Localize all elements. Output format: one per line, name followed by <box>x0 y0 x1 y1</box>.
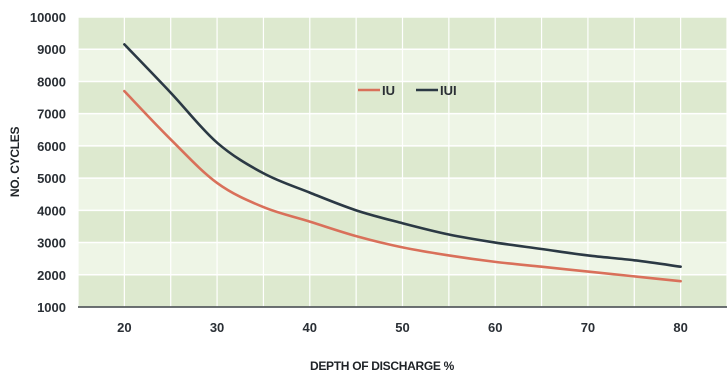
y-tick-label: 2000 <box>37 268 66 283</box>
vertical-gridlines <box>77 17 727 307</box>
series-lines <box>123 43 682 283</box>
x-tick-label: 30 <box>210 320 224 335</box>
x-tick-labels: 20 30 40 50 60 70 80 <box>117 320 688 335</box>
y-tick-label: 1000 <box>37 300 66 315</box>
y-tick-label: 10000 <box>30 10 66 25</box>
y-tick-label: 8000 <box>37 74 66 89</box>
legend-label: IU <box>382 83 395 98</box>
x-tick-label: 20 <box>117 320 131 335</box>
x-tick-label: 80 <box>673 320 687 335</box>
y-tick-label: 4000 <box>37 203 66 218</box>
series-line-iu <box>123 89 682 283</box>
y-axis-title: NO. CYCLES <box>8 127 22 198</box>
y-tick-label: 6000 <box>37 139 66 154</box>
x-tick-label: 40 <box>303 320 317 335</box>
legend: IU IUI <box>358 83 457 98</box>
x-tick-label: 50 <box>395 320 409 335</box>
series-line-iui <box>123 43 682 269</box>
x-axis-title: DEPTH OF DISCHARGE % <box>310 359 455 373</box>
x-tick-label: 60 <box>488 320 502 335</box>
legend-label: IUI <box>440 83 457 98</box>
y-tick-label: 5000 <box>37 171 66 186</box>
y-tick-label: 9000 <box>37 42 66 57</box>
y-tick-label: 7000 <box>37 107 66 122</box>
x-tick-label: 70 <box>581 320 595 335</box>
y-tick-label: 3000 <box>37 236 66 251</box>
y-tick-labels: 1000 2000 3000 4000 5000 6000 7000 8000 9000 1000… <box>30 10 66 315</box>
